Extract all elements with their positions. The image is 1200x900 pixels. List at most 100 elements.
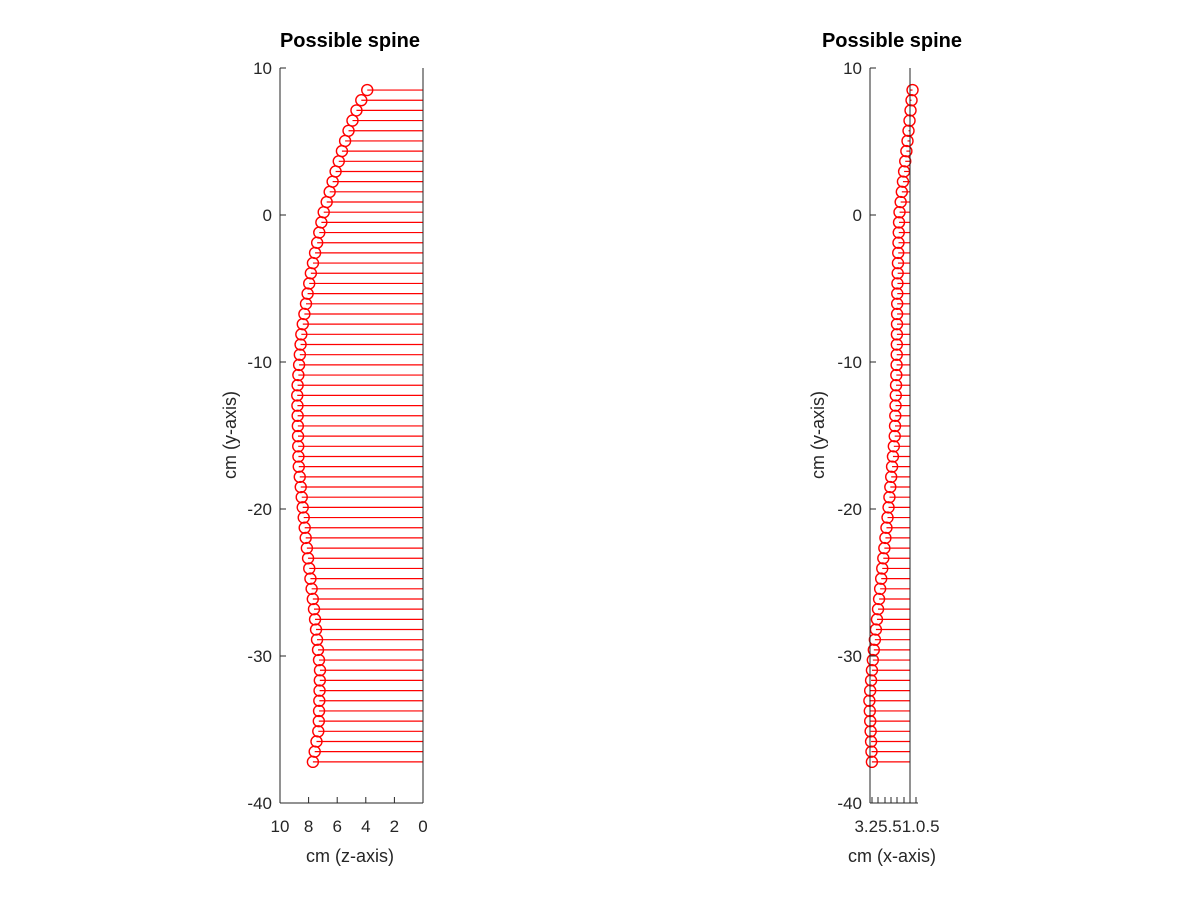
stem-marker: [291, 399, 304, 412]
stem-marker: [902, 124, 915, 137]
y-tick-label: 10: [843, 59, 862, 78]
stem-marker: [312, 714, 326, 728]
stem-marker: [295, 490, 308, 504]
stem-marker: [905, 94, 918, 107]
stem-marker: [892, 216, 906, 229]
y-tick-label: 10: [253, 59, 272, 78]
left-ylabel: cm (y-axis): [220, 391, 240, 479]
stem-marker: [891, 256, 905, 270]
stem-marker: [294, 338, 307, 351]
y-tick-label: -20: [837, 500, 862, 519]
stem-marker: [310, 633, 324, 646]
right-ylabel: cm (y-axis): [808, 391, 828, 479]
stem-marker: [295, 328, 308, 341]
stem-marker: [296, 501, 309, 514]
right-stems: [869, 89, 913, 763]
right-axes: 10 0 -10 -20 -30 -40: [837, 59, 918, 813]
y-tick-label: -10: [837, 353, 862, 372]
y-tick-label: -20: [247, 500, 272, 519]
x-tick-label: 2: [390, 817, 399, 836]
stem-marker: [889, 409, 902, 422]
left-stems: [297, 89, 423, 763]
stem-marker: [863, 694, 876, 707]
stem-marker: [292, 460, 305, 473]
stem-marker: [313, 694, 326, 707]
stem-marker: [292, 368, 305, 382]
right-title: Possible spine: [822, 30, 962, 52]
stem-marker: [291, 379, 304, 392]
x-tick-label: 8: [304, 817, 313, 836]
stem-marker: [890, 317, 904, 331]
stem-marker: [904, 104, 917, 117]
stem-marker: [891, 267, 904, 280]
stem-marker: [880, 521, 893, 534]
stem-marker: [309, 623, 323, 636]
y-tick-label: -10: [247, 353, 272, 372]
left-title: Possible spine: [280, 30, 420, 52]
stem-marker: [882, 501, 895, 514]
stem-marker: [890, 297, 904, 311]
stem-marker: [890, 307, 904, 321]
stem-marker: [890, 368, 903, 382]
x-tick-label: 10: [271, 817, 290, 836]
left-markers: [291, 83, 374, 769]
stem-marker: [892, 246, 905, 260]
stem-marker: [865, 664, 879, 677]
stem-marker: [885, 460, 899, 473]
x-tick-label: 6: [332, 817, 341, 836]
stem-marker: [361, 83, 374, 97]
right-subplot: Possible spine 10 0 -10 -20 -30 -40 3.25.51.0…: [808, 30, 962, 866]
stem-marker: [865, 745, 878, 758]
stem-marker: [878, 541, 891, 555]
stem-marker: [891, 287, 904, 300]
right-xlabel: cm (x-axis): [848, 846, 936, 866]
stem-marker: [313, 674, 327, 687]
stem-marker: [864, 674, 878, 687]
stem-marker: [307, 602, 321, 616]
x-tick-label: 0: [418, 817, 427, 836]
stem-marker: [311, 643, 325, 657]
y-tick-label: -30: [837, 647, 862, 666]
right-xtick-labels: 3.25.51.0.5: [854, 817, 939, 836]
stem-marker: [868, 633, 882, 646]
stem-marker: [890, 358, 903, 372]
stem-marker: [867, 643, 881, 657]
stem-marker: [888, 419, 902, 433]
stem-marker: [313, 664, 327, 677]
stem-marker: [890, 348, 903, 361]
stem-marker: [292, 450, 305, 463]
stem-marker: [890, 338, 904, 351]
stem-marker: [890, 328, 904, 341]
stem-marker: [884, 470, 898, 484]
stem-marker: [308, 613, 322, 626]
stem-marker: [889, 379, 903, 392]
y-tick-label: 0: [853, 206, 862, 225]
stem-marker: [887, 440, 901, 453]
stem-marker: [306, 755, 320, 769]
stem-marker: [864, 735, 878, 748]
stem-marker: [872, 592, 886, 606]
stem-marker: [892, 226, 905, 239]
stem-marker: [877, 552, 890, 565]
stem-marker: [291, 409, 304, 422]
y-tick-label: -40: [837, 794, 862, 813]
stem-marker: [292, 358, 306, 372]
stem-marker: [313, 684, 326, 697]
left-xlabel: cm (z-axis): [306, 846, 394, 866]
stem-marker: [881, 511, 894, 524]
stem-marker: [865, 755, 879, 769]
stem-marker: [294, 480, 307, 494]
stem-marker: [884, 480, 897, 494]
x-tick-label: 4: [361, 817, 370, 836]
stem-marker: [886, 450, 900, 463]
stem-marker: [889, 399, 902, 412]
stem-marker: [291, 419, 305, 433]
stem-marker: [892, 236, 905, 249]
stem-marker: [312, 653, 326, 667]
y-tick-label: 0: [263, 206, 272, 225]
stem-marker: [879, 531, 892, 545]
stem-marker: [291, 389, 304, 402]
y-tick-label: -40: [247, 794, 272, 813]
